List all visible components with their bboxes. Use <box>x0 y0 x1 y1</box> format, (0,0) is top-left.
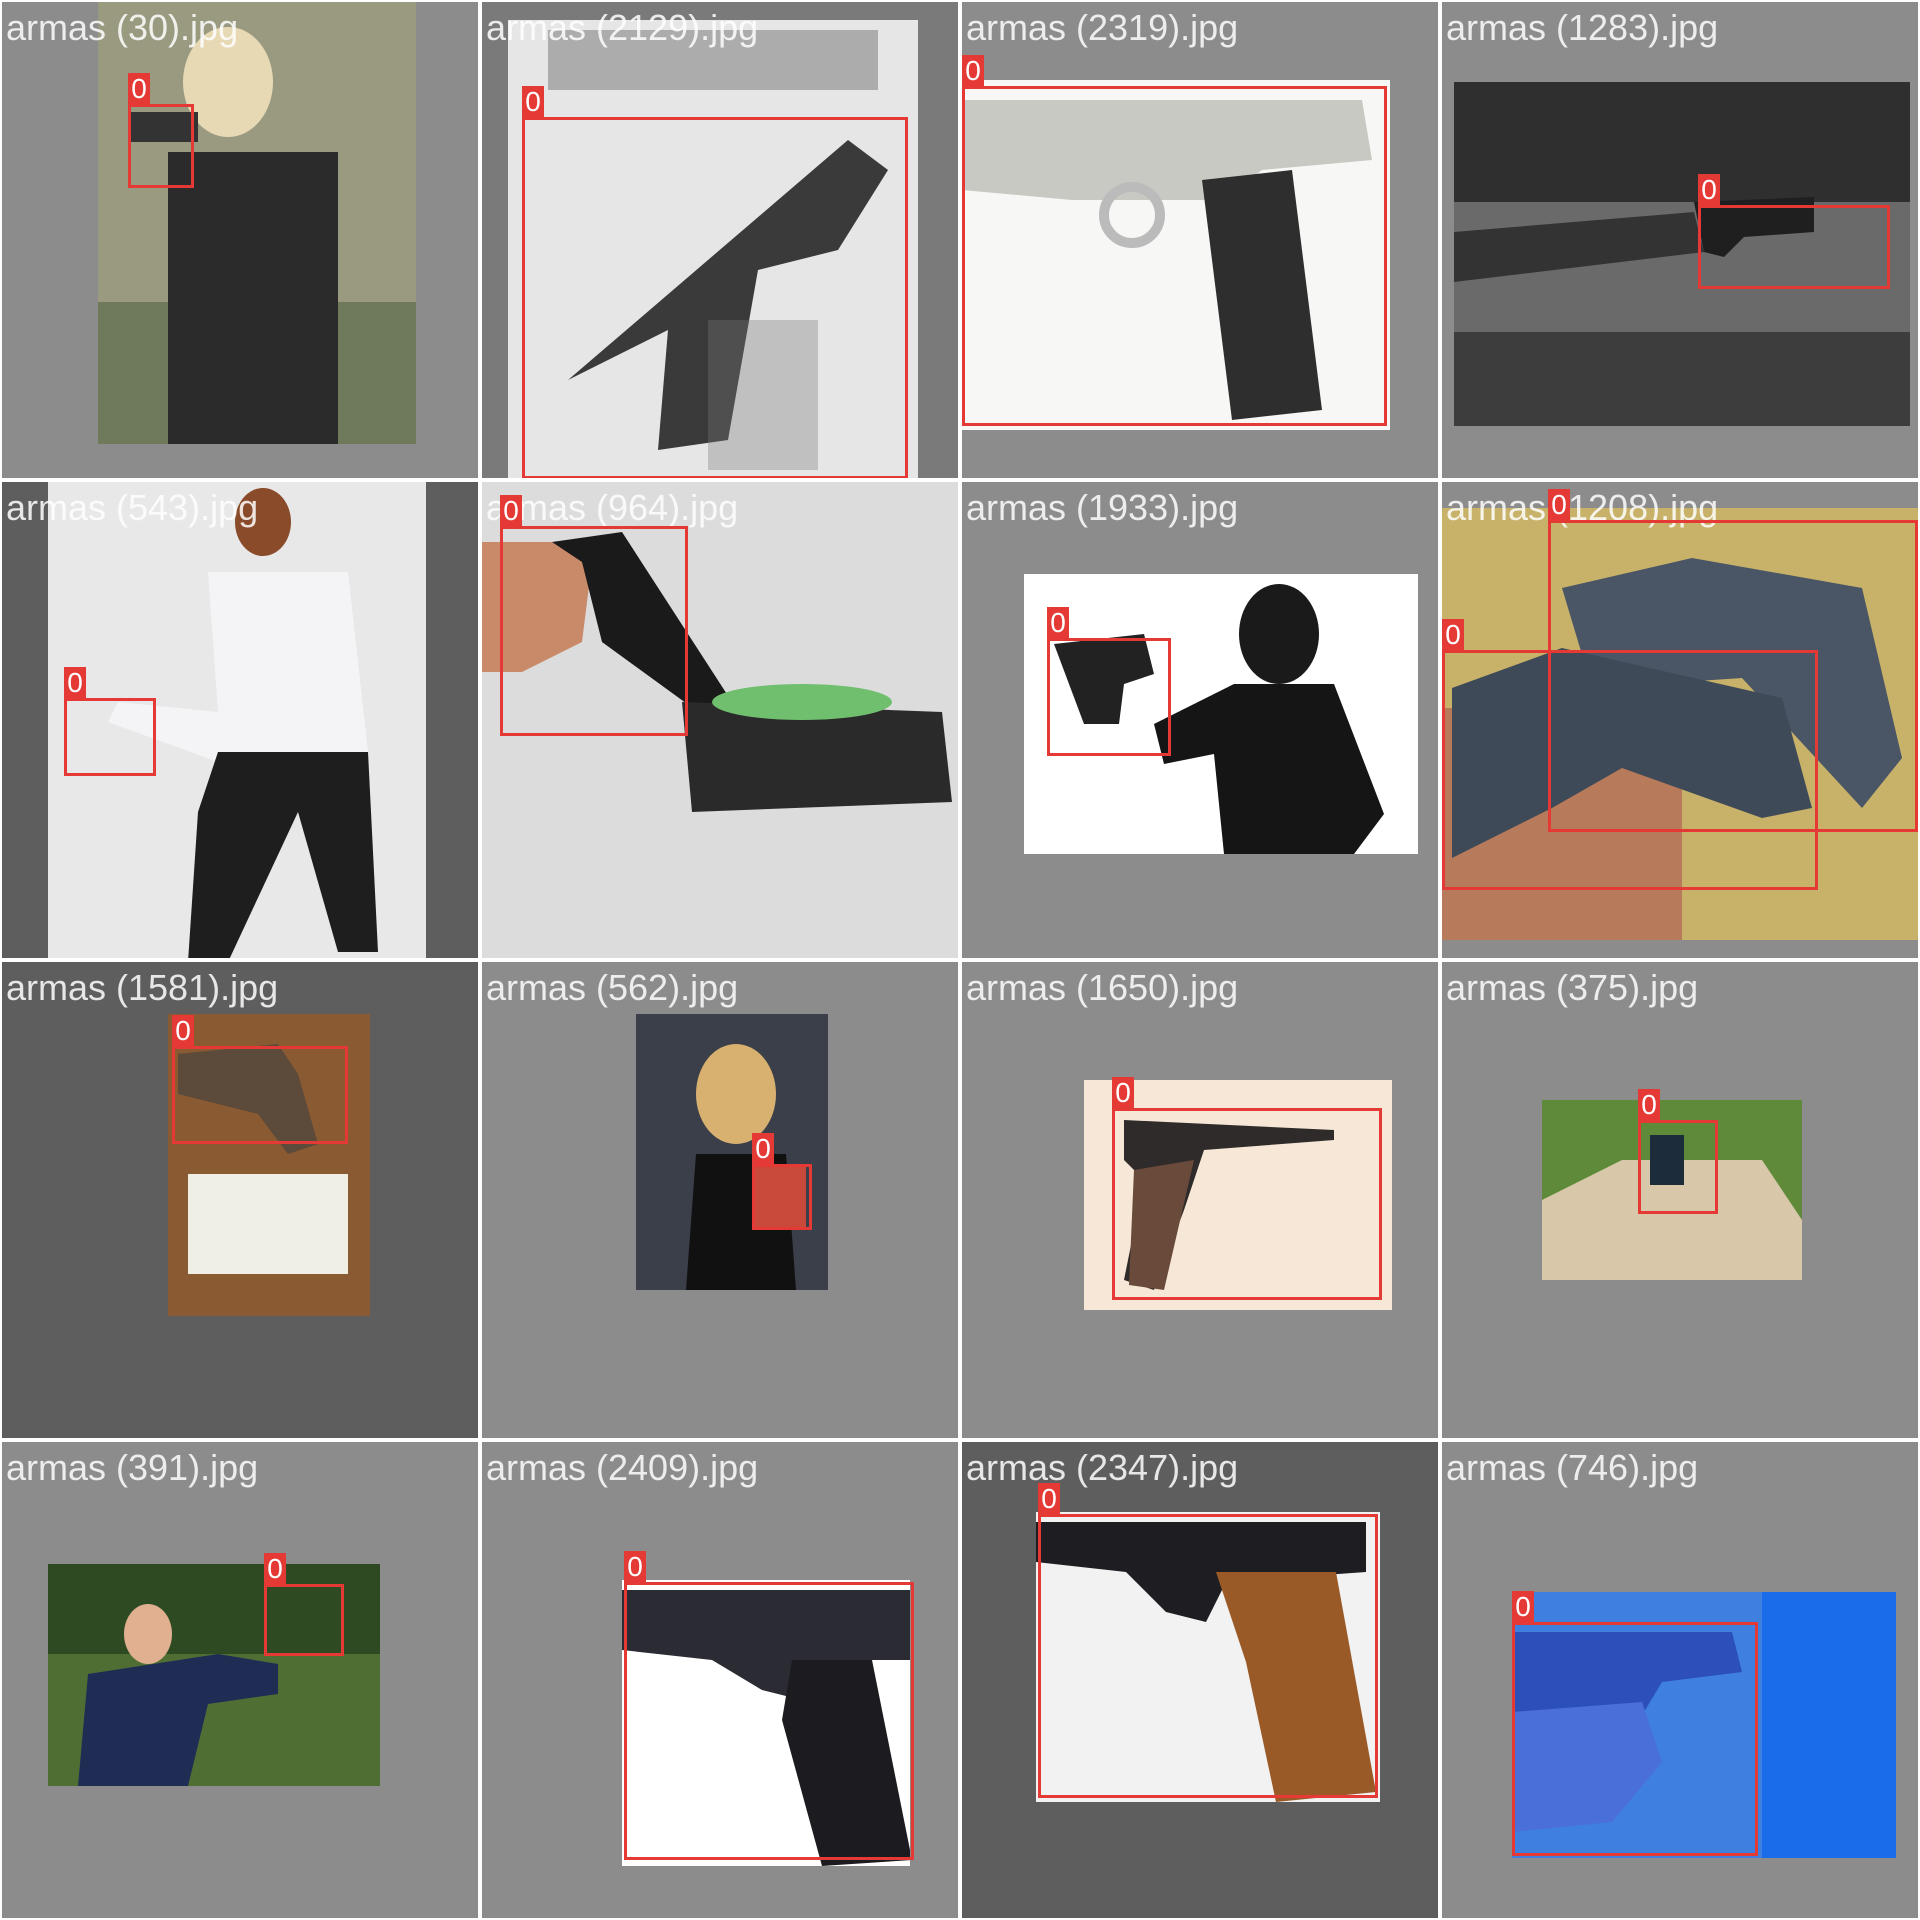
detection-box[interactable]: 0 <box>752 1133 812 1230</box>
result-tile-15[interactable]: armas (2347).jpg 0 <box>960 1440 1440 1920</box>
detection-box[interactable]: 0 <box>624 1551 914 1860</box>
result-tile-16[interactable]: armas (746).jpg 0 <box>1440 1440 1920 1920</box>
tile-filename: armas (543).jpg <box>6 487 259 528</box>
class-label: 0 <box>1038 1483 1060 1515</box>
result-tile-4[interactable]: armas (1283).jpg 0 <box>1440 0 1920 480</box>
class-label: 0 <box>172 1015 194 1047</box>
result-tile-3[interactable]: armas (2319).jpg 0 <box>960 0 1440 480</box>
class-label: 0 <box>522 86 544 118</box>
photo <box>1512 1592 1896 1858</box>
detection-box[interactable]: 0 <box>1698 174 1890 289</box>
photo <box>1442 508 1918 940</box>
detection-box[interactable]: 0 <box>1047 607 1171 756</box>
class-label: 0 <box>128 73 150 105</box>
class-label: 0 <box>1698 174 1720 206</box>
tile-filename: armas (391).jpg <box>6 1447 259 1488</box>
tile-filename: armas (746).jpg <box>1446 1447 1699 1488</box>
photo <box>1084 1080 1392 1310</box>
photo <box>168 1014 370 1316</box>
detection-box[interactable]: 0 <box>1038 1483 1378 1798</box>
detection-box[interactable]: 0 <box>1512 1591 1758 1856</box>
class-label: 0 <box>1047 607 1069 639</box>
photo <box>962 80 1390 430</box>
detection-box[interactable]: 0 <box>962 55 1387 426</box>
tile-filename: armas (1933).jpg <box>966 487 1239 528</box>
class-label: 0 <box>962 55 984 87</box>
tile-filename: armas (2347).jpg <box>966 1447 1239 1488</box>
photo <box>636 1014 828 1290</box>
class-label: 0 <box>1442 619 1464 651</box>
detection-box[interactable]: 0 <box>1548 489 1918 832</box>
photo <box>48 482 426 958</box>
detection-box[interactable]: 0 <box>1112 1077 1382 1300</box>
result-tile-12[interactable]: armas (375).jpg 0 <box>1440 960 1920 1440</box>
photo <box>48 1564 380 1786</box>
detection-box[interactable]: 0 <box>172 1015 348 1144</box>
result-tile-9[interactable]: armas (1581).jpg 0 <box>0 960 480 1440</box>
tile-filename: armas (1581).jpg <box>6 967 279 1008</box>
detection-box[interactable]: 0 <box>64 667 156 776</box>
tile-filename: armas (2409).jpg <box>486 1447 759 1488</box>
tile-filename: armas (375).jpg <box>1446 967 1699 1008</box>
tile-filename: armas (562).jpg <box>486 967 739 1008</box>
detection-box[interactable]: 0 <box>522 86 908 478</box>
tile-filename: armas (2129).jpg <box>486 7 759 48</box>
result-tile-2[interactable]: armas (2129).jpg 0 <box>480 0 960 480</box>
result-tile-11[interactable]: armas (1650).jpg 0 <box>960 960 1440 1440</box>
class-label: 0 <box>1112 1077 1134 1109</box>
result-tile-13[interactable]: armas (391).jpg 0 <box>0 1440 480 1920</box>
result-tile-6[interactable]: armas (964).jpg 0 <box>480 480 960 960</box>
result-tile-7[interactable]: armas (1933).jpg 0 <box>960 480 1440 960</box>
class-label: 0 <box>752 1133 774 1165</box>
detection-box[interactable]: 0 <box>1442 619 1818 890</box>
tile-filename: armas (1650).jpg <box>966 967 1239 1008</box>
detection-box[interactable]: 0 <box>128 73 194 188</box>
photo <box>1024 574 1418 854</box>
tile-filename: armas (2319).jpg <box>966 7 1239 48</box>
class-label: 0 <box>1512 1591 1534 1623</box>
result-tile-8[interactable]: armas (1208).jpg 0 0 <box>1440 480 1920 960</box>
photo <box>98 2 416 444</box>
tile-filename: armas (30).jpg <box>6 7 239 48</box>
class-label: 0 <box>64 667 86 699</box>
result-tile-10[interactable]: armas (562).jpg 0 <box>480 960 960 1440</box>
class-label: 0 <box>624 1551 646 1583</box>
photo <box>508 20 918 478</box>
result-tile-5[interactable]: armas (543).jpg 0 <box>0 480 480 960</box>
detection-box[interactable]: 0 <box>264 1553 344 1656</box>
photo <box>1542 1100 1802 1280</box>
detection-box[interactable]: 0 <box>1638 1089 1718 1214</box>
tile-filename: armas (964).jpg <box>486 487 739 528</box>
photo <box>1036 1512 1380 1802</box>
result-tile-1[interactable]: armas (30).jpg 0 <box>0 0 480 480</box>
class-label: 0 <box>1638 1089 1660 1121</box>
result-tile-14[interactable]: armas (2409).jpg 0 <box>480 1440 960 1920</box>
class-label: 0 <box>1548 489 1570 521</box>
photo <box>1454 82 1910 426</box>
class-label: 0 <box>500 495 522 527</box>
photo <box>622 1580 910 1866</box>
detection-box[interactable]: 0 <box>500 495 688 736</box>
tile-filename: armas (1283).jpg <box>1446 7 1719 48</box>
class-label: 0 <box>264 1553 286 1585</box>
